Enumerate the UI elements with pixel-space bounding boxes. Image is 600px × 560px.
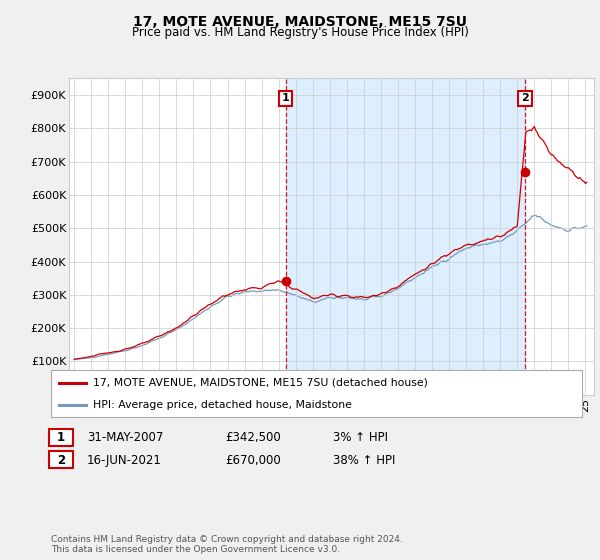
Text: 2: 2 bbox=[57, 454, 65, 467]
Text: 3% ↑ HPI: 3% ↑ HPI bbox=[333, 431, 388, 445]
Text: Contains HM Land Registry data © Crown copyright and database right 2024.
This d: Contains HM Land Registry data © Crown c… bbox=[51, 535, 403, 554]
Text: Price paid vs. HM Land Registry's House Price Index (HPI): Price paid vs. HM Land Registry's House … bbox=[131, 26, 469, 39]
Text: 1: 1 bbox=[282, 94, 290, 104]
Text: 16-JUN-2021: 16-JUN-2021 bbox=[87, 454, 162, 467]
Text: 17, MOTE AVENUE, MAIDSTONE, ME15 7SU (detached house): 17, MOTE AVENUE, MAIDSTONE, ME15 7SU (de… bbox=[94, 378, 428, 388]
Text: 2: 2 bbox=[521, 94, 529, 104]
Text: HPI: Average price, detached house, Maidstone: HPI: Average price, detached house, Maid… bbox=[94, 400, 352, 410]
Text: 1: 1 bbox=[57, 431, 65, 445]
Text: 31-MAY-2007: 31-MAY-2007 bbox=[87, 431, 163, 445]
Text: 38% ↑ HPI: 38% ↑ HPI bbox=[333, 454, 395, 467]
Text: 17, MOTE AVENUE, MAIDSTONE, ME15 7SU: 17, MOTE AVENUE, MAIDSTONE, ME15 7SU bbox=[133, 15, 467, 29]
Text: £342,500: £342,500 bbox=[225, 431, 281, 445]
Bar bbox=[286, 78, 525, 395]
Text: £670,000: £670,000 bbox=[225, 454, 281, 467]
